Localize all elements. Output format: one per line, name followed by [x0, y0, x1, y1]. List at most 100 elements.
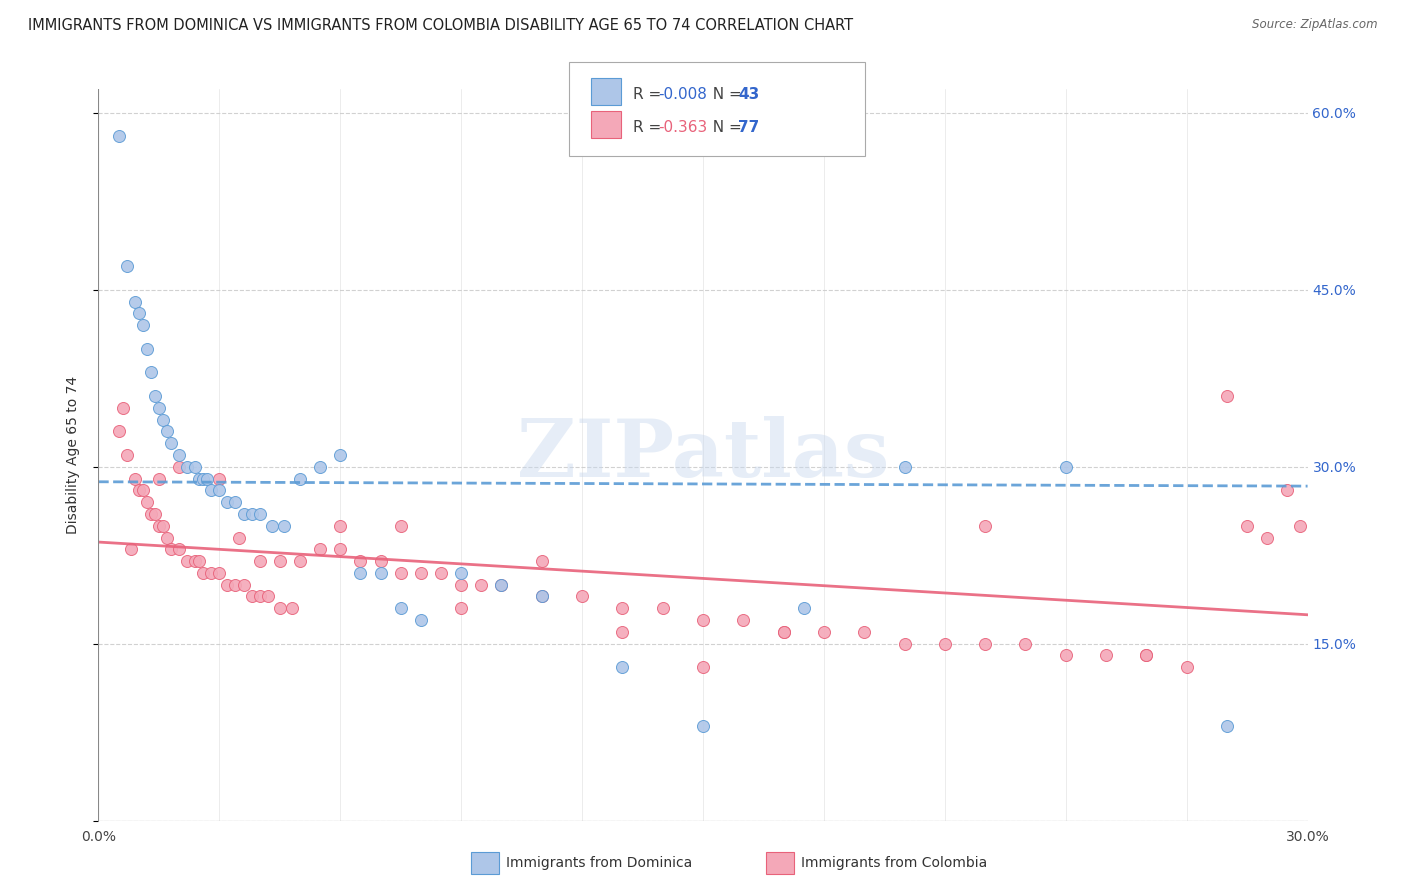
Point: [349, 566, 371, 580]
Point: [124, 294, 146, 309]
Point: [249, 590, 271, 604]
Point: [1236, 518, 1258, 533]
Point: [232, 577, 254, 591]
Point: [1288, 518, 1310, 533]
Point: [450, 566, 472, 580]
Point: [612, 624, 634, 639]
Point: [733, 613, 755, 627]
Point: [148, 401, 170, 415]
Point: [260, 518, 283, 533]
Point: [143, 389, 166, 403]
Point: [256, 590, 278, 604]
Text: Immigrants from Colombia: Immigrants from Colombia: [801, 855, 987, 870]
Text: Source: ZipAtlas.com: Source: ZipAtlas.com: [1253, 18, 1378, 31]
Point: [934, 637, 956, 651]
Point: [193, 566, 215, 580]
Point: [115, 259, 138, 273]
Point: [409, 566, 432, 580]
Point: [470, 577, 492, 591]
Point: [772, 624, 794, 639]
Point: [148, 471, 170, 485]
Point: [135, 495, 157, 509]
Point: [692, 660, 714, 674]
Point: [329, 542, 352, 557]
Point: [240, 507, 263, 521]
Point: [530, 590, 553, 604]
Text: 43: 43: [738, 87, 759, 102]
Point: [176, 554, 198, 568]
Point: [450, 601, 472, 615]
Point: [111, 401, 134, 415]
Point: [692, 613, 714, 627]
Point: [193, 471, 215, 485]
Point: [160, 542, 183, 557]
Point: [269, 554, 291, 568]
Point: [281, 601, 304, 615]
Point: [232, 507, 254, 521]
Point: [1277, 483, 1299, 498]
Point: [1054, 459, 1077, 474]
Point: [370, 566, 392, 580]
Text: ZIPatlas: ZIPatlas: [517, 416, 889, 494]
Point: [329, 448, 352, 462]
Point: [370, 554, 392, 568]
Point: [651, 601, 673, 615]
Point: [120, 542, 142, 557]
Point: [772, 624, 794, 639]
Point: [273, 518, 295, 533]
Point: [188, 471, 211, 485]
Point: [217, 495, 239, 509]
Point: [974, 518, 997, 533]
Point: [132, 318, 155, 333]
Point: [813, 624, 835, 639]
Point: [160, 436, 183, 450]
Text: N =: N =: [703, 87, 747, 102]
Point: [1135, 648, 1157, 663]
Point: [409, 613, 432, 627]
Point: [208, 566, 231, 580]
Text: 77: 77: [738, 120, 759, 135]
Text: -0.008: -0.008: [658, 87, 707, 102]
Point: [530, 554, 553, 568]
Point: [893, 637, 915, 651]
Point: [156, 531, 179, 545]
Point: [240, 590, 263, 604]
Point: [1256, 531, 1278, 545]
Point: [148, 518, 170, 533]
Point: [217, 577, 239, 591]
Point: [152, 412, 174, 426]
Point: [530, 590, 553, 604]
Point: [309, 459, 332, 474]
Point: [430, 566, 453, 580]
Point: [143, 507, 166, 521]
Point: [349, 554, 371, 568]
Point: [1014, 637, 1036, 651]
Point: [184, 554, 207, 568]
Point: [249, 554, 271, 568]
Point: [135, 342, 157, 356]
Point: [107, 129, 129, 144]
Text: IMMIGRANTS FROM DOMINICA VS IMMIGRANTS FROM COLOMBIA DISABILITY AGE 65 TO 74 COR: IMMIGRANTS FROM DOMINICA VS IMMIGRANTS F…: [28, 18, 853, 33]
Point: [139, 365, 162, 379]
Point: [1175, 660, 1198, 674]
Point: [288, 471, 311, 485]
Point: [974, 637, 997, 651]
Point: [692, 719, 714, 733]
Point: [176, 459, 198, 474]
Point: [124, 471, 146, 485]
Point: [491, 577, 513, 591]
Point: [188, 554, 211, 568]
Point: [1095, 648, 1118, 663]
Point: [167, 448, 190, 462]
Point: [491, 577, 513, 591]
Point: [128, 306, 150, 320]
Point: [853, 624, 876, 639]
Point: [450, 577, 472, 591]
Point: [793, 601, 815, 615]
Point: [167, 459, 190, 474]
Point: [115, 448, 138, 462]
Text: N =: N =: [703, 120, 747, 135]
Point: [128, 483, 150, 498]
Point: [195, 471, 218, 485]
Point: [389, 566, 412, 580]
